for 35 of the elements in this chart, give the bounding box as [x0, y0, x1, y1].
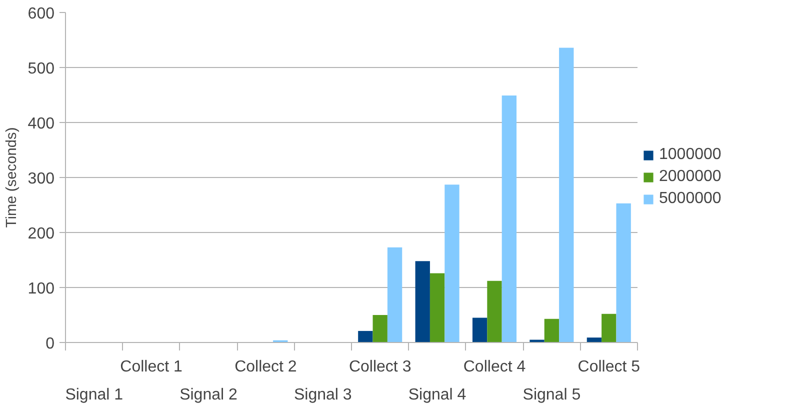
bar [387, 247, 402, 342]
x-tick-label: Signal 1 [65, 386, 124, 404]
x-tick-label: Collect 3 [348, 358, 412, 376]
bar [559, 48, 574, 342]
x-tick-label: Signal 4 [408, 386, 466, 404]
bar [586, 338, 602, 342]
bar [487, 280, 502, 342]
y-tick-label: 0 [46, 336, 55, 352]
x-tick-label: Signal 5 [522, 386, 581, 404]
bar [472, 318, 488, 342]
y-tick-label: 600 [28, 6, 55, 22]
legend-label: 5000000 [659, 190, 722, 208]
bar [502, 96, 517, 342]
y-tick-label: 500 [28, 60, 55, 78]
legend-label: 2000000 [659, 168, 722, 186]
x-tick-label: Collect 2 [234, 358, 297, 376]
x-tick-label: Signal 2 [180, 386, 238, 404]
bar [358, 330, 373, 342]
y-axis-title: Time (seconds) [4, 127, 20, 228]
y-tick-label: 400 [28, 116, 55, 132]
y-tick-label: 300 [28, 170, 55, 188]
bar [372, 315, 388, 342]
bar [415, 261, 430, 342]
x-tick-label: Collect 1 [120, 358, 183, 376]
legend-label: 1000000 [659, 146, 722, 164]
bar [430, 273, 445, 342]
y-tick-label: 100 [28, 280, 55, 298]
x-tick-label: Collect 4 [463, 358, 526, 376]
x-tick-label: Collect 5 [578, 358, 640, 376]
bar [444, 184, 460, 342]
y-tick-label: 200 [28, 226, 55, 242]
bar [544, 318, 560, 342]
x-tick-label: Signal 3 [294, 386, 352, 404]
bar [602, 314, 616, 342]
bar [616, 203, 631, 342]
